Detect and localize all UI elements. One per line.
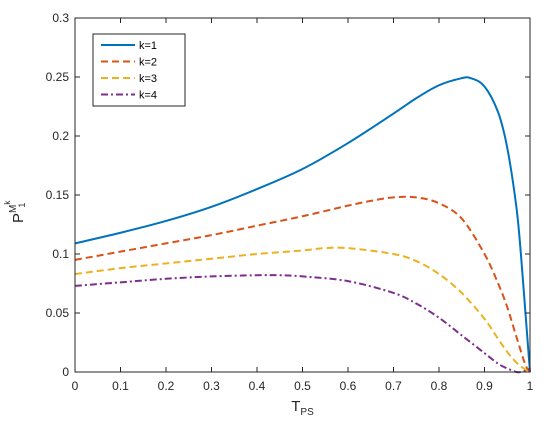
x-tick-label: 0.6 xyxy=(340,379,357,393)
x-axis-label: TPS xyxy=(291,398,314,418)
legend-label-k2: k=2 xyxy=(139,57,157,69)
y-axis-label: PMk 1 xyxy=(3,200,27,223)
series-line-k1 xyxy=(74,76,531,373)
x-tick-label: 0.3 xyxy=(203,379,220,393)
legend: k=1 k=2 k=3 k=4 xyxy=(92,33,186,107)
x-tick-label: 0.2 xyxy=(158,379,175,393)
legend-label-k1: k=1 xyxy=(139,40,157,52)
axes-layer: 0 0.1 0.2 0.3 0.4 0.5 0.6 0.7 0.8 0.9 1 0 0.05 0.1 0.1… xyxy=(46,11,534,393)
x-tick-label: 0.7 xyxy=(385,379,402,393)
x-tick-label: 0.4 xyxy=(249,379,266,393)
legend-label-k4: k=4 xyxy=(139,90,157,102)
y-tick-label: 0.15 xyxy=(46,188,70,202)
y-tick-label: 0.05 xyxy=(46,306,70,320)
x-tick-label: 0 xyxy=(72,379,79,393)
x-tick-label: 0.8 xyxy=(431,379,448,393)
x-tick-label: 0.9 xyxy=(476,379,493,393)
y-tick-label: 0.2 xyxy=(52,129,69,143)
x-tick-label: 0.5 xyxy=(294,379,311,393)
y-axis-label-subscript-1: 1 xyxy=(17,203,27,208)
y-tick-label: 0 xyxy=(62,365,69,379)
y-tick-label: 0.3 xyxy=(52,11,69,25)
series-line-k3 xyxy=(74,246,531,373)
y-tick-label: 0.1 xyxy=(52,247,69,261)
x-tick-label: 1 xyxy=(527,379,534,393)
y-tick-label: 0.25 xyxy=(46,70,70,84)
series-line-k2 xyxy=(74,195,531,373)
x-tick-label: 0.1 xyxy=(112,379,129,393)
y-axis-label-main: P xyxy=(10,213,27,223)
x-axis-label-subscript: PS xyxy=(300,407,314,418)
x-axis-label-main: T xyxy=(291,398,300,415)
y-axis-label-superscript-k: k xyxy=(3,200,12,205)
legend-label-k3: k=3 xyxy=(139,73,157,85)
y-axis-label-superscript: M xyxy=(8,205,19,213)
